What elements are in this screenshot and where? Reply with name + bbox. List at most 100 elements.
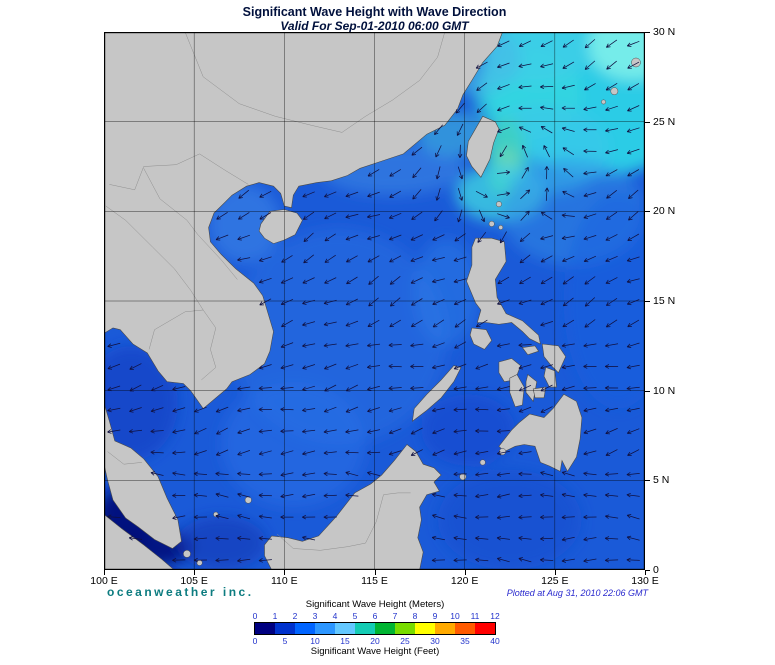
page-title: Significant Wave Height with Wave Direct… bbox=[242, 5, 507, 19]
land-palawan bbox=[412, 365, 462, 422]
x-tick-mark bbox=[374, 570, 376, 575]
land-hainan bbox=[258, 209, 303, 244]
meters-tick-value: 10 bbox=[450, 611, 460, 621]
latitude-label: 30 N bbox=[653, 26, 676, 38]
feet-tick-value: 15 bbox=[340, 636, 350, 646]
x-tick-mark bbox=[464, 570, 466, 575]
legend-colorbar bbox=[254, 622, 496, 635]
legend-feet-ticks: 0 5 10 15 20 25 30 35 40 bbox=[252, 636, 500, 646]
colorbar-segment bbox=[455, 623, 475, 634]
x-tick-mark bbox=[284, 570, 286, 575]
x-tick-mark bbox=[554, 570, 556, 575]
land-sumatra bbox=[104, 514, 175, 570]
land-luzon bbox=[466, 237, 541, 345]
land-mindoro bbox=[469, 327, 493, 350]
legend-feet-label: Significant Wave Height (Feet) bbox=[310, 646, 440, 657]
feet-tick-value: 20 bbox=[370, 636, 380, 646]
y-tick-mark bbox=[645, 390, 650, 392]
small-island bbox=[495, 201, 502, 208]
legend-meters-ticks: 0 1 2 3 4 5 6 7 8 9 10 11 12 bbox=[252, 611, 500, 621]
land-malay-peninsula bbox=[104, 403, 182, 549]
land-taiwan bbox=[466, 115, 500, 178]
colorbar-segment bbox=[375, 623, 395, 634]
longitude-label: 120 E bbox=[450, 575, 479, 587]
meters-tick-value: 0 bbox=[252, 611, 258, 621]
map-frame-border bbox=[104, 32, 645, 570]
small-island bbox=[196, 559, 203, 566]
country-borders bbox=[105, 32, 446, 551]
feet-tick-value: 5 bbox=[282, 636, 288, 646]
y-tick-mark bbox=[645, 211, 650, 213]
longitude-label: 105 E bbox=[180, 575, 208, 587]
meters-tick-value: 7 bbox=[392, 611, 398, 621]
meters-tick-value: 8 bbox=[412, 611, 418, 621]
land-asia-mainland bbox=[104, 32, 503, 410]
small-island bbox=[498, 225, 504, 230]
meters-tick-value: 5 bbox=[352, 611, 358, 621]
latitude-axis: 30 N 25 N 20 N 15 N 10 N 5 N 0 bbox=[653, 0, 693, 665]
longitude-label: 130 E bbox=[631, 575, 659, 587]
small-island bbox=[459, 473, 467, 481]
small-island bbox=[488, 220, 495, 227]
land-masbate bbox=[521, 345, 540, 356]
oceanweather-logo-text: oceanweather inc. bbox=[107, 585, 254, 599]
feet-tick-value: 40 bbox=[490, 636, 500, 646]
land-masses bbox=[104, 32, 641, 570]
feet-tick-value: 35 bbox=[460, 636, 470, 646]
meters-tick-value: 12 bbox=[490, 611, 500, 621]
x-tick-mark bbox=[194, 570, 196, 575]
latitude-label: 10 N bbox=[653, 384, 676, 397]
valid-time-subtitle: Valid For Sep-01-2010 06:00 GMT bbox=[280, 19, 469, 33]
feet-tick-value: 25 bbox=[400, 636, 410, 646]
colorbar-segment bbox=[255, 623, 275, 634]
latitude-label: 25 N bbox=[653, 115, 676, 128]
longitude-label: 110 E bbox=[270, 575, 298, 587]
legend-meters-label: Significant Wave Height (Meters) bbox=[305, 599, 445, 610]
feet-tick-value: 0 bbox=[252, 636, 258, 646]
meters-tick-value: 3 bbox=[312, 611, 318, 621]
latitude-label: 0 bbox=[653, 564, 659, 576]
meters-tick-value: 2 bbox=[292, 611, 298, 621]
x-tick-mark bbox=[645, 570, 646, 575]
small-island bbox=[244, 496, 252, 504]
colorbar-segment bbox=[275, 623, 295, 634]
longitude-label: 115 E bbox=[361, 575, 388, 587]
meters-tick-value: 6 bbox=[372, 611, 378, 621]
feet-tick-value: 30 bbox=[430, 636, 440, 646]
land-borneo bbox=[264, 444, 442, 570]
colorbar-segment bbox=[475, 623, 495, 634]
land-samar bbox=[541, 343, 567, 374]
longitude-label: 100 E bbox=[90, 575, 118, 587]
small-island bbox=[601, 99, 606, 105]
latitude-label: 15 N bbox=[653, 295, 676, 307]
meters-tick-value: 11 bbox=[470, 611, 480, 621]
y-tick-mark bbox=[645, 570, 650, 571]
colorbar-segment bbox=[435, 623, 455, 634]
y-tick-mark bbox=[645, 121, 650, 123]
longitude-axis: 100 E 105 E 110 E 115 E 120 E 125 E 130 E bbox=[0, 575, 775, 589]
latitude-label: 5 N bbox=[653, 474, 670, 487]
map-canvas bbox=[104, 32, 645, 570]
meters-tick-value: 4 bbox=[332, 611, 338, 621]
colorbar-segment bbox=[415, 623, 435, 634]
colorbar-segment bbox=[395, 623, 415, 634]
small-island bbox=[479, 459, 486, 466]
meters-tick-value: 9 bbox=[432, 611, 438, 621]
wave-direction-arrows bbox=[107, 39, 640, 563]
x-tick-mark bbox=[104, 570, 105, 575]
small-island bbox=[610, 87, 619, 96]
plotted-timestamp: Plotted at Aug 31, 2010 22:06 GMT bbox=[506, 588, 648, 598]
y-tick-mark bbox=[645, 32, 650, 33]
wave-height-map bbox=[104, 32, 645, 570]
land-leyte bbox=[543, 366, 557, 388]
meters-tick-value: 1 bbox=[272, 611, 278, 621]
land-bohol bbox=[532, 386, 547, 399]
feet-tick-value: 10 bbox=[310, 636, 320, 646]
small-island bbox=[183, 550, 191, 558]
colorbar-segment bbox=[335, 623, 355, 634]
colorbar-segment bbox=[295, 623, 315, 634]
longitude-label: 125 E bbox=[541, 575, 569, 587]
y-tick-mark bbox=[645, 480, 650, 482]
